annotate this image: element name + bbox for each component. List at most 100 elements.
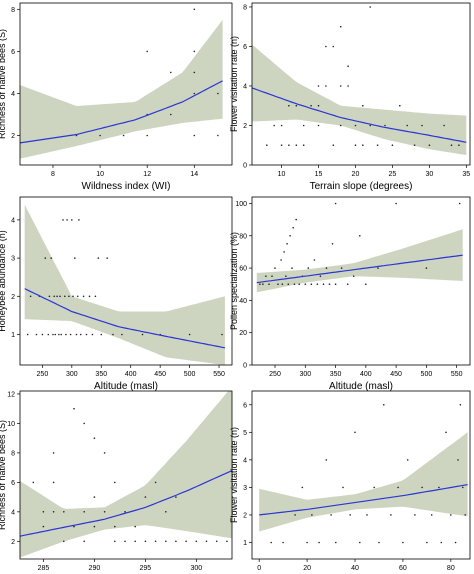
data-point (325, 267, 328, 269)
data-point (215, 540, 218, 543)
y-tick-label: 1 (243, 540, 247, 547)
data-point (41, 333, 44, 336)
data-point (302, 124, 305, 127)
data-point (193, 50, 196, 53)
data-point (288, 104, 290, 107)
fit-line (20, 80, 223, 144)
y-tick-label: 6 (243, 44, 247, 51)
data-point (65, 333, 67, 336)
data-point (48, 295, 51, 298)
data-point (58, 333, 60, 336)
confidence-band (24, 204, 225, 365)
data-point (282, 541, 284, 544)
data-point (293, 283, 296, 286)
x-tick-label: 60 (399, 565, 407, 572)
data-point (450, 144, 453, 146)
x-tick-label: 295 (140, 565, 152, 572)
y-tick-label: 40 (239, 298, 247, 305)
y-axis-label: Flower visitation rate (n) (229, 36, 239, 132)
y-tick-label: 2 (11, 133, 15, 140)
plot-frame (251, 196, 471, 366)
data-point (426, 541, 428, 544)
y-tick-label: 2 (243, 123, 247, 130)
data-point (283, 251, 285, 253)
data-point (443, 124, 445, 127)
data-point (72, 295, 74, 298)
y-tick-label: 80 (239, 233, 247, 240)
data-point (29, 295, 32, 298)
data-point (347, 65, 349, 67)
data-point (193, 92, 196, 95)
data-point (302, 144, 305, 146)
panel-2: 10 15 20 25 30 35 0 2 4 6 8 Terrain slope (degrees)… (229, 2, 471, 192)
x-axis-label: Terrain slope (degrees) (310, 181, 413, 192)
fit-line (24, 288, 226, 349)
data-point (459, 404, 462, 406)
x-axis-label: Altitude (masl) (329, 381, 393, 392)
data-point (75, 333, 78, 336)
data-point (82, 295, 85, 298)
x-tick-label: 10 (278, 171, 286, 178)
y-tick-label: 8 (243, 4, 247, 11)
data-point (430, 514, 433, 516)
data-point (339, 85, 342, 87)
data-point (440, 541, 443, 544)
data-point (74, 257, 76, 259)
y-tick-label: 5 (243, 430, 247, 437)
panel-4: 250 300 350 400 450 500 550 0 20 40 60 80 100 Altitud… (229, 196, 471, 392)
data-point (71, 219, 73, 221)
y-tick-label: 1 (11, 332, 15, 339)
data-point (165, 540, 167, 543)
data-point (54, 333, 57, 336)
data-point (175, 496, 177, 498)
panel-6: 020406080123456Vegetation Continuous Fie… (229, 390, 471, 572)
data-point (56, 295, 58, 298)
data-point (280, 144, 283, 146)
data-point (85, 333, 88, 336)
data-point (93, 496, 96, 498)
data-point (154, 481, 157, 484)
data-point (281, 283, 284, 286)
data-point (458, 144, 460, 146)
data-point (457, 459, 459, 461)
x-tick-label: 20 (303, 565, 311, 572)
x-tick-label: 20 (352, 171, 360, 178)
data-point (295, 218, 298, 221)
data-point (307, 267, 310, 269)
y-axis-label: Honeybee abundance (n) (0, 230, 7, 332)
x-tick-label: 25 (389, 171, 397, 178)
data-point (114, 481, 116, 484)
y-tick-label: 2 (11, 294, 15, 301)
data-point (438, 486, 440, 489)
data-point (262, 283, 264, 286)
data-point (291, 267, 293, 269)
data-point (406, 124, 409, 127)
data-point (330, 514, 332, 516)
y-tick-label: 2 (243, 512, 247, 519)
data-point (259, 283, 261, 286)
x-tick-label: 550 (213, 371, 225, 378)
data-point (339, 124, 342, 127)
data-point (397, 486, 399, 489)
data-point (35, 333, 38, 336)
data-point (332, 45, 335, 48)
data-point (63, 511, 65, 513)
data-point (421, 124, 423, 127)
data-point (354, 144, 357, 146)
data-point (266, 144, 268, 146)
x-tick-label: 15 (315, 171, 323, 178)
data-point (91, 333, 94, 336)
y-tick-label: 0 (243, 163, 247, 170)
data-point (390, 514, 392, 516)
y-tick-label: 4 (11, 509, 15, 516)
data-point (106, 257, 108, 259)
data-point (52, 452, 55, 454)
data-point (226, 540, 228, 543)
data-point (391, 144, 394, 146)
data-point (88, 295, 91, 298)
data-point (286, 243, 288, 245)
plot-frame (251, 390, 471, 560)
data-point (317, 104, 320, 107)
data-point (287, 283, 290, 286)
data-point (122, 134, 125, 137)
